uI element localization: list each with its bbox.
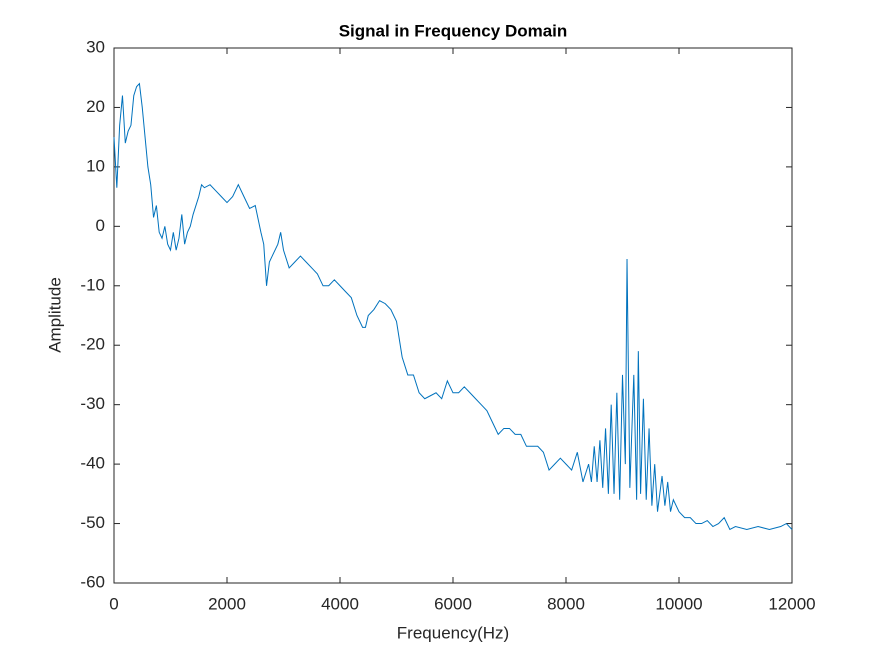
axes-box [113, 47, 793, 584]
x-tick-label: 8000 [547, 594, 585, 613]
y-tick-label: -60 [80, 572, 105, 591]
x-tick-label: 2000 [208, 594, 246, 613]
chart-title: Signal in Frequency Domain [339, 21, 568, 40]
x-tick-label: 12000 [768, 594, 815, 613]
y-tick-label: 30 [86, 37, 105, 56]
y-tick-label: 10 [86, 156, 105, 175]
y-tick-label: -10 [80, 275, 105, 294]
y-tick-label: -20 [80, 335, 105, 354]
x-tick-label: 4000 [321, 594, 359, 613]
x-axis-label: Frequency(Hz) [397, 623, 509, 642]
y-tick-label: 20 [86, 97, 105, 116]
y-axis-label: Amplitude [45, 277, 64, 353]
y-tick-label: 0 [96, 216, 105, 235]
y-tick-label: -40 [80, 454, 105, 473]
x-tick-label: 10000 [655, 594, 702, 613]
data-line [113, 82, 793, 531]
x-tick-label: 0 [109, 594, 118, 613]
y-tick-label: -50 [80, 513, 105, 532]
x-tick-label: 6000 [434, 594, 472, 613]
y-tick-label: -30 [80, 394, 105, 413]
